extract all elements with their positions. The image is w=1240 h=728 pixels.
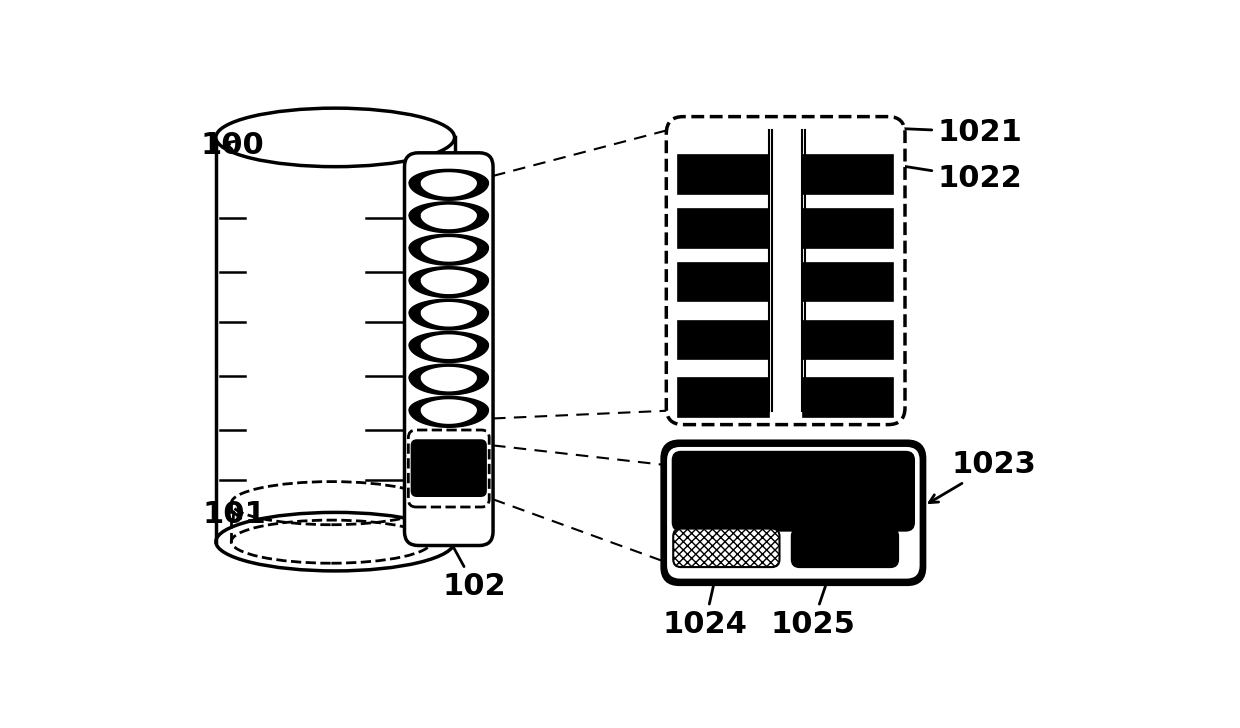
Bar <box>678 379 769 417</box>
Polygon shape <box>409 266 489 280</box>
FancyBboxPatch shape <box>404 153 494 545</box>
Text: 1022: 1022 <box>888 161 1022 193</box>
Text: 101: 101 <box>203 500 267 529</box>
Polygon shape <box>409 170 489 183</box>
Text: 1024: 1024 <box>662 534 748 638</box>
Polygon shape <box>409 202 489 215</box>
Ellipse shape <box>216 108 455 167</box>
Polygon shape <box>409 280 489 298</box>
Polygon shape <box>409 345 489 363</box>
Polygon shape <box>409 397 489 410</box>
FancyBboxPatch shape <box>673 529 780 567</box>
Polygon shape <box>409 248 489 265</box>
Text: 1021: 1021 <box>844 117 1022 146</box>
Polygon shape <box>409 183 489 200</box>
Bar <box>216 138 455 542</box>
Polygon shape <box>409 234 489 248</box>
Text: 1023: 1023 <box>929 450 1035 502</box>
Bar <box>802 263 894 301</box>
FancyBboxPatch shape <box>667 447 920 579</box>
Polygon shape <box>409 410 489 427</box>
Text: 1025: 1025 <box>770 534 856 638</box>
Bar <box>678 320 769 359</box>
FancyBboxPatch shape <box>408 430 490 507</box>
Polygon shape <box>409 378 489 395</box>
Polygon shape <box>409 215 489 233</box>
FancyBboxPatch shape <box>410 439 487 497</box>
Polygon shape <box>409 299 489 312</box>
FancyBboxPatch shape <box>666 116 905 424</box>
Polygon shape <box>409 331 489 345</box>
Text: 102: 102 <box>443 528 507 601</box>
Bar <box>678 263 769 301</box>
Bar <box>802 320 894 359</box>
Polygon shape <box>409 364 489 378</box>
Bar <box>802 209 894 248</box>
FancyBboxPatch shape <box>662 442 924 584</box>
Bar <box>678 155 769 194</box>
FancyBboxPatch shape <box>672 451 915 531</box>
Bar <box>802 379 894 417</box>
Bar <box>678 209 769 248</box>
Bar <box>802 155 894 194</box>
Polygon shape <box>409 312 489 330</box>
Text: 100: 100 <box>201 130 264 159</box>
FancyBboxPatch shape <box>792 529 898 567</box>
